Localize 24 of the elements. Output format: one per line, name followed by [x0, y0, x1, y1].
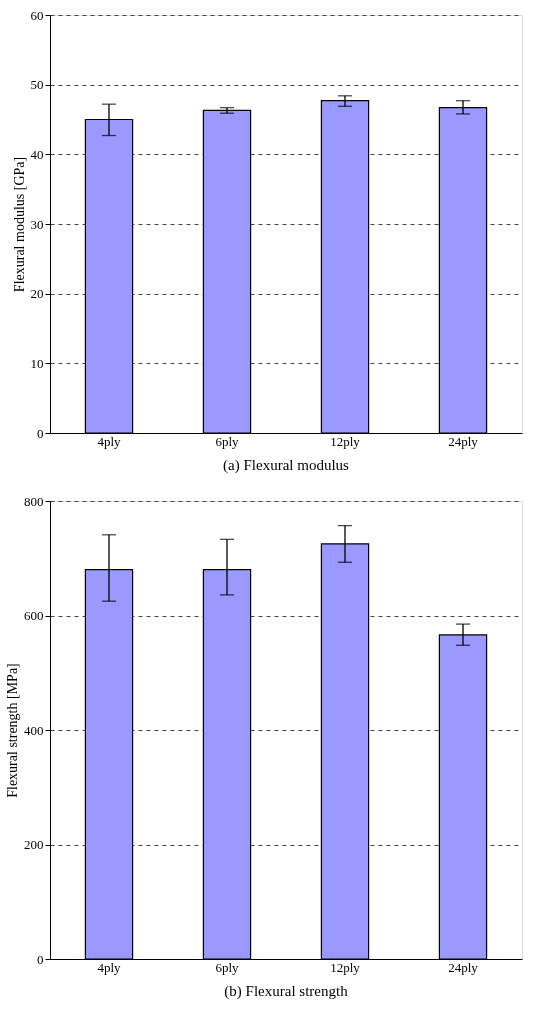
y-axis-title: Flexural modulus [GPa] [11, 156, 27, 293]
y-tick-label: 50 [30, 77, 44, 93]
y-tick-label: 400 [24, 722, 44, 738]
x-tick-label: 4ply [97, 433, 122, 449]
y-tick-label: 40 [30, 146, 44, 162]
y-tick-label: 0 [37, 951, 44, 967]
x-tick-label: 4ply [97, 959, 122, 975]
x-tick-label: 24ply [448, 959, 479, 975]
x-tick-label: 12ply [330, 959, 361, 975]
y-tick-label: 0 [37, 425, 44, 441]
text: (b) Flexural strength [224, 983, 349, 1000]
x-tick-label: 6ply [215, 959, 240, 975]
y-tick-label: 200 [24, 837, 44, 852]
text: (a) Flexural modulus [223, 457, 350, 474]
x-tick-label: 12ply [330, 433, 361, 449]
y-tick-label: 600 [24, 608, 44, 623]
y-tick-label: 60 [30, 7, 44, 23]
x-tick-label: 6ply [215, 433, 240, 449]
y-axis-title: Flexural strength [MPa] [5, 663, 20, 798]
y-tick-label: 800 [24, 493, 44, 509]
y-tick-label: 10 [30, 355, 44, 371]
y-tick-label: 20 [30, 286, 44, 302]
y-tick-label: 30 [30, 216, 44, 232]
x-tick-label: 24ply [448, 433, 479, 449]
